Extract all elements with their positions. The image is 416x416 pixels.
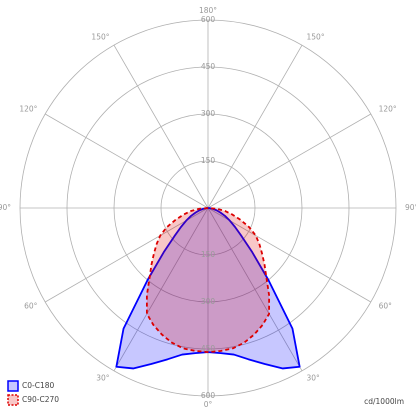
spoke: [207, 207, 303, 372]
labels: 1501503003004504506006000°30°60°90°120°1…: [0, 6, 416, 409]
angle-tick-label: 60°: [24, 302, 38, 311]
r-tick-label: 450: [201, 62, 216, 71]
angle-tick-label: 0°: [204, 400, 213, 409]
plot: [115, 207, 301, 370]
r-tick-label: 300: [201, 297, 216, 306]
angle-tick-label: 180°: [199, 6, 217, 15]
spoke: [113, 207, 209, 372]
spoke: [207, 207, 372, 303]
angle-tick-label: 150°: [91, 32, 109, 41]
spoke: [44, 207, 209, 303]
series-area: [145, 207, 271, 354]
r-tick-label: 150: [201, 156, 216, 165]
grid: [19, 19, 397, 397]
angle-tick-label: 120°: [19, 105, 37, 114]
r-tick-label: 600: [201, 15, 216, 24]
angle-tick-label: 120°: [379, 105, 397, 114]
angle-tick-label: 30°: [96, 374, 110, 383]
legend-label: C0-C180: [22, 381, 54, 390]
r-tick-label: 150: [201, 250, 216, 259]
legend-swatch: [7, 380, 19, 392]
spoke: [113, 44, 209, 209]
legend-label: C90-C270: [22, 395, 59, 404]
r-tick-label: 300: [201, 109, 216, 118]
angle-tick-label: 90°: [0, 203, 11, 212]
r-tick-label: 600: [201, 391, 216, 400]
angle-tick-label: 150°: [307, 32, 325, 41]
legend-swatch: [7, 394, 19, 406]
angle-tick-label: 60°: [379, 302, 393, 311]
angle-tick-label: 30°: [307, 374, 321, 383]
angle-tick-label: 90°: [405, 203, 416, 212]
spoke: [207, 44, 303, 209]
spoke: [44, 113, 209, 209]
r-tick-label: 450: [201, 344, 216, 353]
unit-label: cd/1000lm: [364, 397, 404, 406]
spoke: [207, 113, 372, 209]
